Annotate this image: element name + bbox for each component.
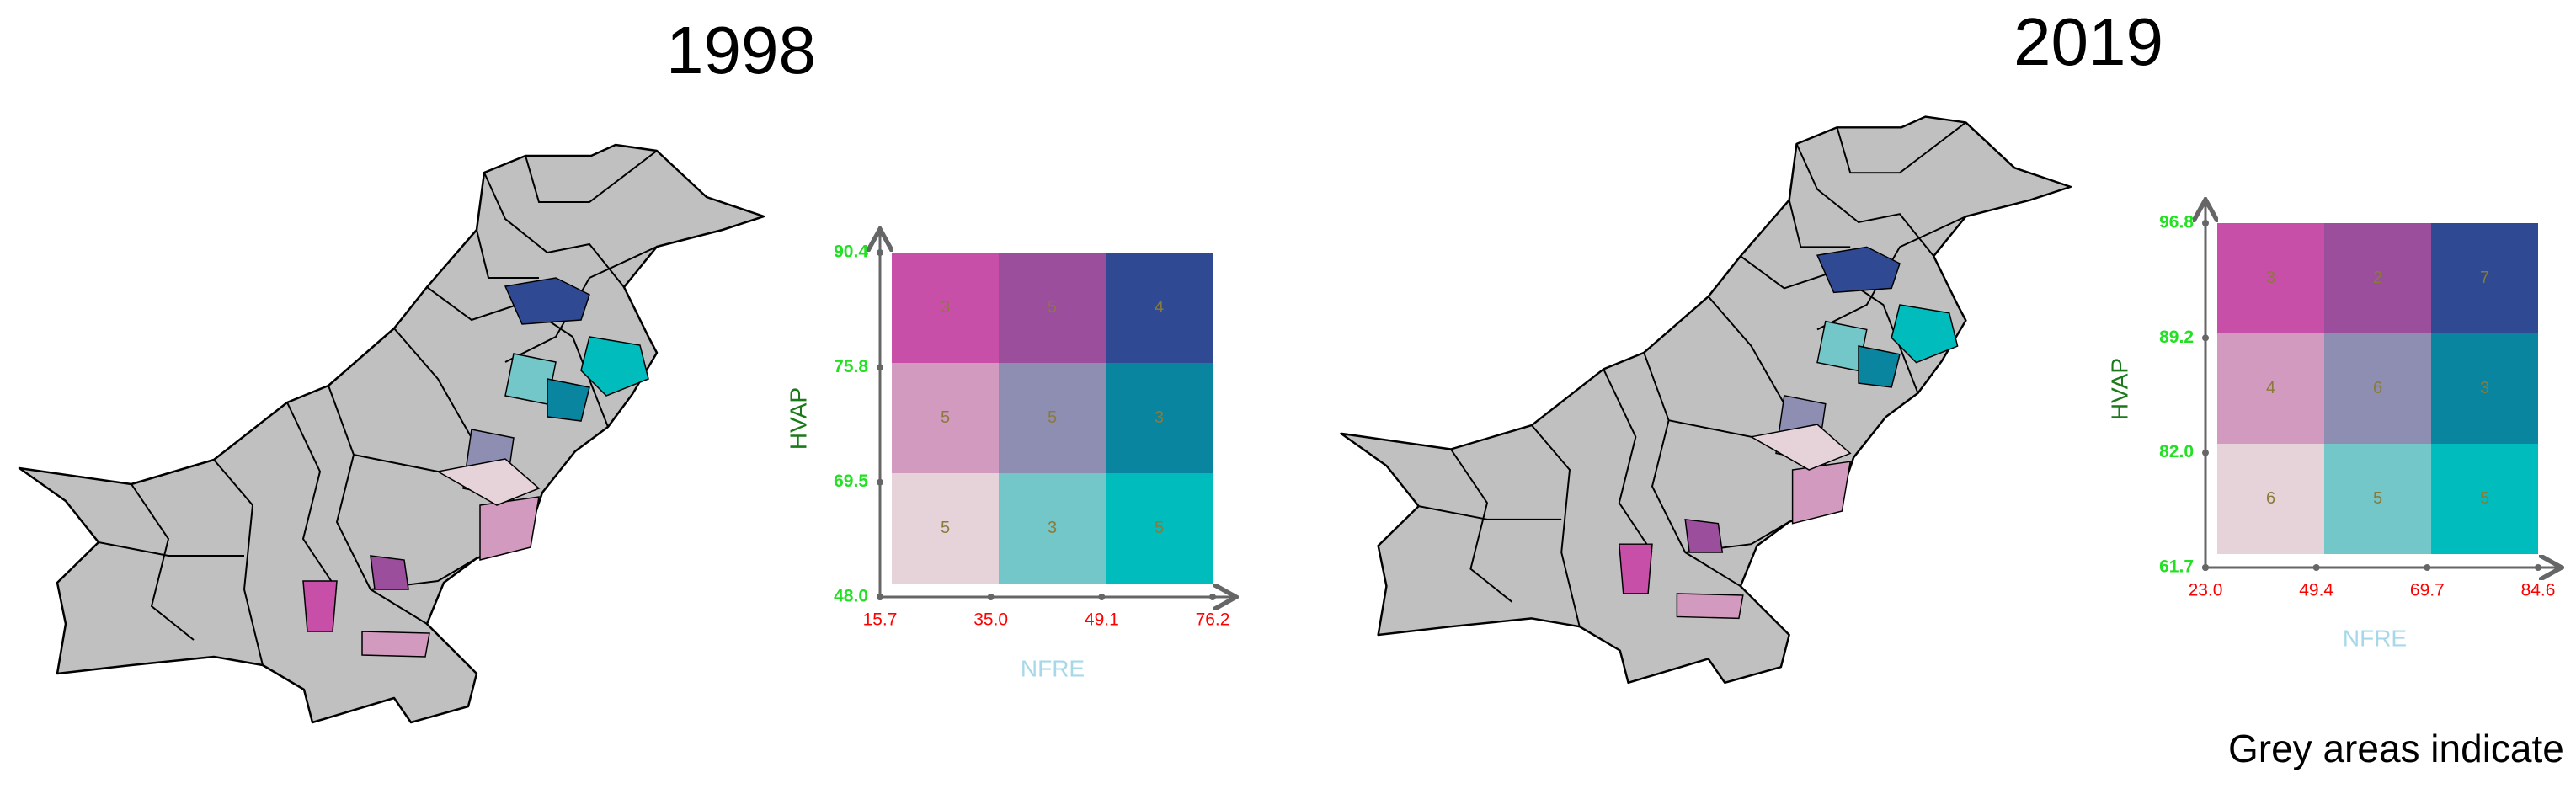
y-tick-label: 48.0: [834, 587, 868, 606]
legend-cell: [2217, 223, 2324, 333]
cell-count: 3: [1155, 408, 1164, 427]
cell-count: 4: [2266, 379, 2275, 397]
map-1998: [18, 143, 765, 724]
panel-title: 1998: [666, 13, 816, 88]
panel-title: 2019: [2013, 4, 2163, 79]
x-axis-label: NFRE: [1021, 655, 1085, 681]
x-tick: [2312, 564, 2320, 571]
x-tick-label: 69.7: [2410, 581, 2445, 600]
cell-count: 6: [2266, 489, 2275, 508]
x-tick-label: 23.0: [2189, 581, 2223, 600]
x-tick: [987, 594, 995, 600]
cell-count: 5: [1048, 298, 1057, 317]
cell-count: 3: [2266, 269, 2275, 287]
legend-cell: [2431, 333, 2538, 444]
legend-cell: [2324, 333, 2431, 444]
y-axis-label: HVAP: [785, 387, 811, 450]
legend-cell: [1106, 363, 1213, 473]
y-tick-label: 75.8: [834, 357, 868, 376]
y-axis-label: HVAP: [2106, 358, 2132, 420]
x-tick-label: 49.4: [2299, 581, 2333, 600]
cell-count: 3: [941, 298, 950, 317]
legend-cell: [892, 253, 999, 363]
legend-cell: [892, 363, 999, 473]
cell-count: 5: [941, 408, 950, 427]
legend-cell: [999, 363, 1106, 473]
y-tick: [2202, 334, 2209, 342]
cell-count: 6: [2373, 379, 2382, 397]
legend-cell: [892, 473, 999, 584]
y-tick: [877, 594, 883, 600]
y-tick-label: 61.7: [2159, 557, 2194, 577]
cell-count: 5: [941, 519, 950, 537]
x-tick: [1209, 594, 1216, 600]
cell-count: 5: [1048, 408, 1057, 427]
x-tick-label: 84.6: [2521, 581, 2556, 600]
y-tick-label: 69.5: [834, 472, 868, 491]
legend-cell: [999, 253, 1106, 363]
cell-count: 5: [2480, 489, 2489, 508]
legend-cell: [2217, 333, 2324, 444]
y-tick-label: 82.0: [2159, 442, 2194, 461]
y-tick-label: 89.2: [2159, 328, 2194, 347]
legend-cell: [2431, 444, 2538, 554]
legend-cell: [1106, 253, 1213, 363]
x-tick: [2424, 564, 2431, 571]
note: Grey areas indicate no data: [2228, 727, 2576, 770]
legend-cell: [1106, 473, 1213, 584]
x-axis-label: NFRE: [2343, 625, 2407, 651]
cell-count: 3: [1048, 519, 1057, 537]
y-tick-label: 90.4: [834, 242, 868, 262]
cell-count: 3: [2480, 379, 2489, 397]
cell-count: 5: [1155, 519, 1164, 537]
legend-cell: [2217, 444, 2324, 554]
y-tick: [2202, 220, 2209, 226]
cell-count: 2: [2373, 269, 2382, 287]
x-tick-label: 35.0: [973, 610, 1008, 630]
y-tick: [877, 249, 883, 256]
cell-count: 5: [2373, 489, 2382, 508]
y-tick: [2202, 449, 2209, 456]
x-tick-label: 15.7: [863, 610, 898, 630]
x-tick-label: 49.1: [1085, 610, 1119, 630]
legend-cell: [999, 473, 1106, 584]
map-2019: [1340, 115, 2072, 685]
cell-count: 7: [2480, 269, 2489, 287]
y-tick: [877, 364, 883, 371]
x-tick: [2535, 564, 2541, 571]
legend-cell: [2324, 223, 2431, 333]
y-tick: [877, 478, 883, 486]
y-tick: [2202, 564, 2209, 571]
cell-count: 4: [1155, 298, 1164, 317]
x-tick-label: 76.2: [1196, 610, 1230, 630]
y-tick-label: 96.8: [2159, 213, 2194, 232]
legend-cell: [2431, 223, 2538, 333]
legend-cell: [2324, 444, 2431, 554]
x-tick: [1098, 594, 1106, 600]
